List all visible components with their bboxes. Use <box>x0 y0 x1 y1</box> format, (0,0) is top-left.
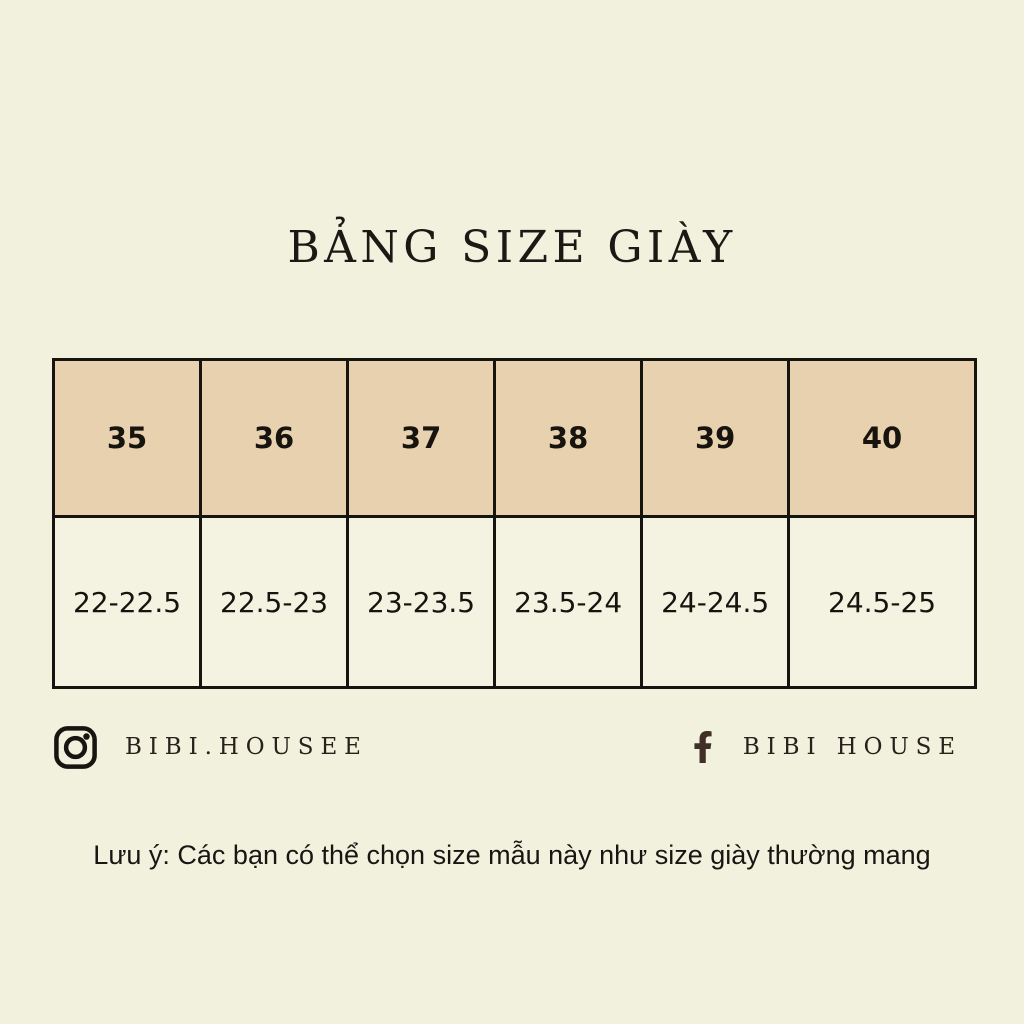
length-cell: 24-24.5 <box>643 518 791 686</box>
facebook-handle: BIBI HOUSE <box>693 731 962 763</box>
length-cell: 22-22.5 <box>55 518 203 686</box>
note-text: Lưu ý: Các bạn có thể chọn size mẫu này … <box>93 840 931 870</box>
size-header-cell: 40 <box>861 421 903 455</box>
instagram-icon <box>54 725 97 769</box>
size-table-length-row: 22-22.5 22.5-23 23-23.5 23.5-24 24-24.5 … <box>55 518 974 686</box>
size-table-header-row: 35 36 37 38 39 40 <box>55 361 974 518</box>
facebook-name-label: BIBI HOUSE <box>742 734 962 760</box>
size-header-cell: 38 <box>496 361 644 515</box>
size-header-cell: 36 <box>202 361 350 515</box>
length-cell: 23-23.5 <box>349 518 497 686</box>
size-header-cell: 35 <box>55 361 203 515</box>
size-table: 35 36 37 38 39 40 22-22.5 22.5-23 23-23.… <box>52 358 977 689</box>
length-cell: 22.5-23 <box>202 518 350 686</box>
instagram-handle-label: BIBI.HOUSEE <box>125 734 368 760</box>
length-cell: 24.5-25 <box>828 585 937 619</box>
length-cell: 23.5-24 <box>496 518 644 686</box>
size-header-cell: 37 <box>349 361 497 515</box>
instagram-handle: BIBI.HOUSEE <box>52 724 368 771</box>
social-row: BIBI.HOUSEE BIBI HOUSE <box>52 720 962 774</box>
facebook-icon <box>694 731 712 763</box>
page-title: BẢNG SIZE GIÀY <box>287 222 737 273</box>
size-header-cell: 39 <box>643 361 791 515</box>
